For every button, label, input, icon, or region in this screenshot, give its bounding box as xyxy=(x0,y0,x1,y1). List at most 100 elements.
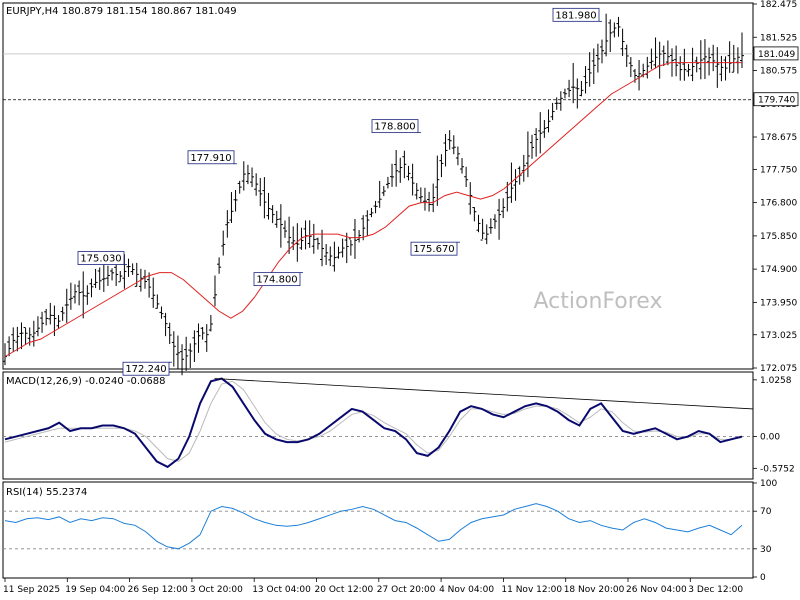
rsi-tick-label: 100 xyxy=(760,479,777,489)
price-bar xyxy=(188,343,193,368)
price-bar xyxy=(40,311,45,333)
price-bar xyxy=(35,316,40,337)
price-bar xyxy=(488,218,493,234)
price-bar xyxy=(665,40,670,66)
price-bar xyxy=(200,326,205,340)
price-bar xyxy=(719,55,724,82)
price-bar xyxy=(31,320,36,347)
price-bar xyxy=(208,314,213,332)
price-bar xyxy=(740,32,744,68)
price-bar xyxy=(324,244,329,265)
price-bar xyxy=(130,263,135,275)
price-tick-label: 178.675 xyxy=(760,133,797,143)
price-bar xyxy=(439,154,444,178)
price-bar xyxy=(147,272,152,298)
price-bar xyxy=(369,207,374,218)
support-price-tag-label: 179.740 xyxy=(758,96,795,106)
price-tick-label: 173.950 xyxy=(760,298,797,308)
price-bar xyxy=(653,37,658,69)
price-bar xyxy=(237,180,242,194)
price-bar xyxy=(175,335,180,370)
annotation-box xyxy=(253,272,301,287)
price-bar xyxy=(311,223,316,254)
price-bar xyxy=(567,79,572,98)
price-bar xyxy=(674,45,679,77)
time-tick-label: 26 Nov 04:00 xyxy=(626,585,687,595)
price-bar xyxy=(435,155,440,206)
annotation-label: 178.800 xyxy=(374,122,415,133)
price-bar xyxy=(587,52,592,87)
price-bar xyxy=(340,238,345,258)
price-bar xyxy=(575,78,580,109)
price-bar xyxy=(180,344,185,376)
price-bar xyxy=(221,230,226,256)
price-bar xyxy=(472,207,477,222)
price-bar xyxy=(365,210,370,237)
price-tick-label: 173.025 xyxy=(760,331,797,341)
price-bar xyxy=(649,48,654,70)
rsi-tick-label: 0 xyxy=(760,573,766,583)
price-bar xyxy=(97,267,102,290)
price-bar xyxy=(410,163,415,196)
price-bar xyxy=(525,131,530,178)
price-bar xyxy=(394,149,399,187)
price-bar xyxy=(60,306,65,321)
price-bar xyxy=(332,241,337,272)
price-bar xyxy=(406,165,411,181)
price-bar xyxy=(546,109,551,133)
main-panel-frame xyxy=(2,2,754,370)
price-bar xyxy=(612,22,617,38)
price-bar xyxy=(431,183,436,213)
price-bar xyxy=(159,306,164,319)
price-bar xyxy=(381,186,386,197)
rsi-line xyxy=(4,503,743,550)
price-bar xyxy=(476,214,481,233)
price-bar xyxy=(274,210,279,228)
price-tick-label: 181.525 xyxy=(760,33,797,43)
price-bar xyxy=(480,218,485,241)
price-bar xyxy=(72,284,77,304)
price-bar xyxy=(715,47,720,88)
price-bar xyxy=(521,154,526,182)
price-bar xyxy=(155,294,160,309)
time-tick-label: 19 Sep 04:00 xyxy=(65,585,125,595)
price-tick-label: 180.575 xyxy=(760,67,797,77)
price-bar xyxy=(110,268,115,281)
price-bar xyxy=(702,39,707,80)
annotation-box xyxy=(122,361,170,376)
price-bar xyxy=(225,210,230,238)
price-bar xyxy=(142,269,147,289)
time-tick-label: 11 Nov 12:00 xyxy=(501,585,562,595)
macd-title: MACD(12,26,9) -0.0240 -0.0688 xyxy=(6,376,166,387)
price-bar xyxy=(530,134,535,159)
price-bar xyxy=(637,59,642,91)
time-axis: 11 Sep 2025 19 Sep 04:00 26 Sep 12:00 3 Oct… xyxy=(3,578,743,595)
price-bar xyxy=(628,57,633,78)
price-bar xyxy=(513,169,518,201)
price-bar xyxy=(278,204,283,248)
price-bar xyxy=(698,40,703,80)
price-bar xyxy=(600,39,605,64)
price-bar xyxy=(558,91,563,111)
price-bar xyxy=(19,322,24,350)
price-bar xyxy=(427,191,432,212)
annotation-box xyxy=(552,7,600,22)
price-bar xyxy=(7,336,12,357)
price-tick-label: 174.900 xyxy=(760,265,797,275)
price-bar xyxy=(731,44,736,73)
price-bar xyxy=(385,176,390,189)
price-bar xyxy=(616,16,621,37)
price-bar xyxy=(85,285,90,305)
rsi-tick-label: 70 xyxy=(760,507,772,517)
price-bar xyxy=(167,322,172,344)
price-bar xyxy=(538,112,543,154)
price-bar xyxy=(196,323,201,353)
time-tick-label: 18 Nov 20:00 xyxy=(564,585,625,595)
price-bar xyxy=(447,130,452,150)
rsi-tick-label: 30 xyxy=(760,545,772,555)
price-bar xyxy=(542,119,547,138)
price-bar xyxy=(402,150,407,179)
price-bar xyxy=(217,257,222,274)
price-bar xyxy=(604,13,609,57)
macd-panel-frame xyxy=(2,371,754,480)
